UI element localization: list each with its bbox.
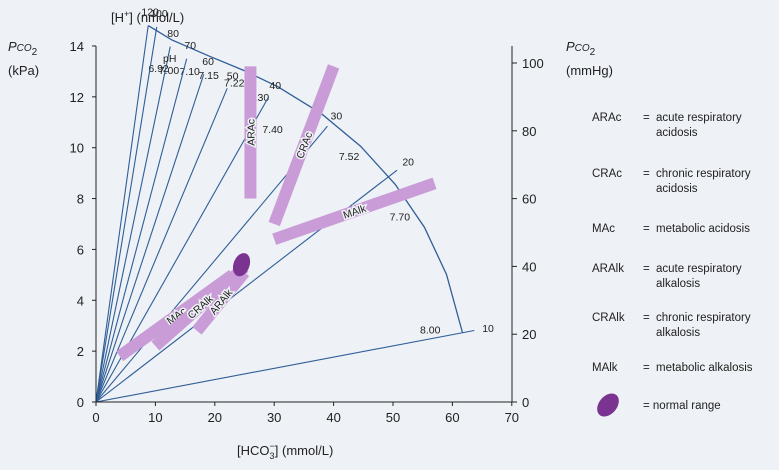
band-label-crac: CRAc [294,131,315,161]
y-left-axis-label: PCO2 [8,39,38,58]
x-tick-label: 0 [92,410,99,425]
y-left-tick-label: 8 [77,192,84,207]
y-left-tick-label: 2 [77,344,84,359]
ph-value-label: 7.15 [198,70,219,82]
legend-desc-line1: metabolic alkalosis [656,362,753,374]
y-right-axis-label: PCO2 [566,39,596,58]
y-right-tick-label: 20 [522,327,536,342]
isopleth-line [95,329,475,403]
band-label-malk: MAlk [342,202,369,221]
legend-eq: = [643,312,650,324]
isopleth-line [95,74,205,403]
ph-label: pH [163,53,176,65]
x-tick-label: 10 [148,410,162,425]
x-tick-label: 60 [445,410,459,425]
isopleth-line [95,88,228,403]
h-ion-label: [H+] (nmol/L) [111,9,184,25]
band-crac [268,64,340,227]
legend-desc-line1: metabolic acidosis [656,223,750,235]
legend-normal-swatch [597,393,619,417]
isopleth-line [95,46,171,403]
h-value-label: 120 [141,7,159,19]
legend-abbr: CRAlk [592,312,625,324]
ph-value-label: 7.00 [159,65,180,77]
y-left-tick-label: 4 [77,293,84,308]
legend-desc-line2: acidosis [656,127,698,139]
x-tick-label: 40 [326,410,340,425]
h-value-label: 10 [482,323,494,335]
ph-value-label: 8.00 [420,325,441,337]
h-value-label: 20 [402,157,414,169]
legend-desc-line1: acute respiratory [656,112,742,124]
isopleth-line [95,25,149,403]
chart-labels: PCO2 (kPa) PCO2 (mmHg) [H+] (nmol/L) pH … [8,9,613,461]
y-left-tick-label: 0 [77,395,84,410]
y-right-axis-unit: (mmHg) [566,63,613,78]
legend-abbr: ARAlk [592,263,624,275]
h-value-label: 70 [184,40,196,52]
ph-value-label: 7.70 [390,212,411,224]
x-tick-label: 20 [208,410,222,425]
h-value-label: 50 [227,70,239,82]
h-value-label: 100 [150,8,168,20]
ph-value-label: 7.10 [179,66,200,78]
y-right-tick-label: 80 [522,124,536,139]
legend-desc-line1: acute respiratory [656,263,742,275]
y-left-tick-label: 10 [70,141,84,156]
legend-abbr: CRAc [592,168,622,180]
isopleth-line [95,169,398,403]
y-right-tick-label: 100 [522,56,544,71]
band-cralk [151,262,249,351]
h-value-label: 30 [331,110,343,122]
ph-value-label: 7.52 [339,151,360,163]
legend-abbr: MAc [592,223,615,235]
y-right-tick-label: 0 [522,395,529,410]
h-value-label: 80 [167,28,179,40]
band-label-arac: ARAc [245,119,257,146]
x-tick-label: 30 [267,410,281,425]
band-malk [272,177,437,245]
y-left-tick-label: 6 [77,242,84,257]
y-left-tick-label: 12 [70,90,84,105]
isopleth-line [95,58,188,403]
normal-range-ellipse [232,253,251,277]
legend-eq: = [643,168,650,180]
h-value-label: 40 [269,80,281,92]
h-value-label: 60 [202,56,214,68]
y-right-tick-label: 60 [522,192,536,207]
x-tick-label: 50 [386,410,400,425]
legend: ARAc = acute respiratory acidosis CRAc = chron… [592,112,753,417]
legend-desc-line2: alkalosis [656,327,700,339]
legend-normal-label: = normal range [643,400,721,412]
legend-desc-line1: chronic respiratory [656,168,751,180]
y-left-axis-unit: (kPa) [8,63,39,78]
band-aralk [192,268,250,335]
legend-eq: = [643,112,650,124]
x-axis-label: [HCO3−] (mmol/L) [237,441,333,461]
legend-desc-line1: chronic respiratory [656,312,751,324]
isopleth-line [95,26,158,403]
ph-value-label: 6.92 [148,63,169,75]
x-tick-label: 70 [505,410,519,425]
legend-eq: = [643,362,650,374]
legend-eq: = [643,223,650,235]
legend-abbr: ARAc [592,112,622,124]
ph-value-label: 7.40 [262,124,283,136]
legend-desc-line2: acidosis [656,183,698,195]
legend-eq: = [643,263,650,275]
legend-abbr: MAlk [592,362,618,374]
y-right-tick-label: 40 [522,259,536,274]
ph-value-label: 7.22 [224,78,245,90]
y-left-tick-label: 14 [70,39,84,54]
legend-desc-line2: alkalosis [656,278,700,290]
